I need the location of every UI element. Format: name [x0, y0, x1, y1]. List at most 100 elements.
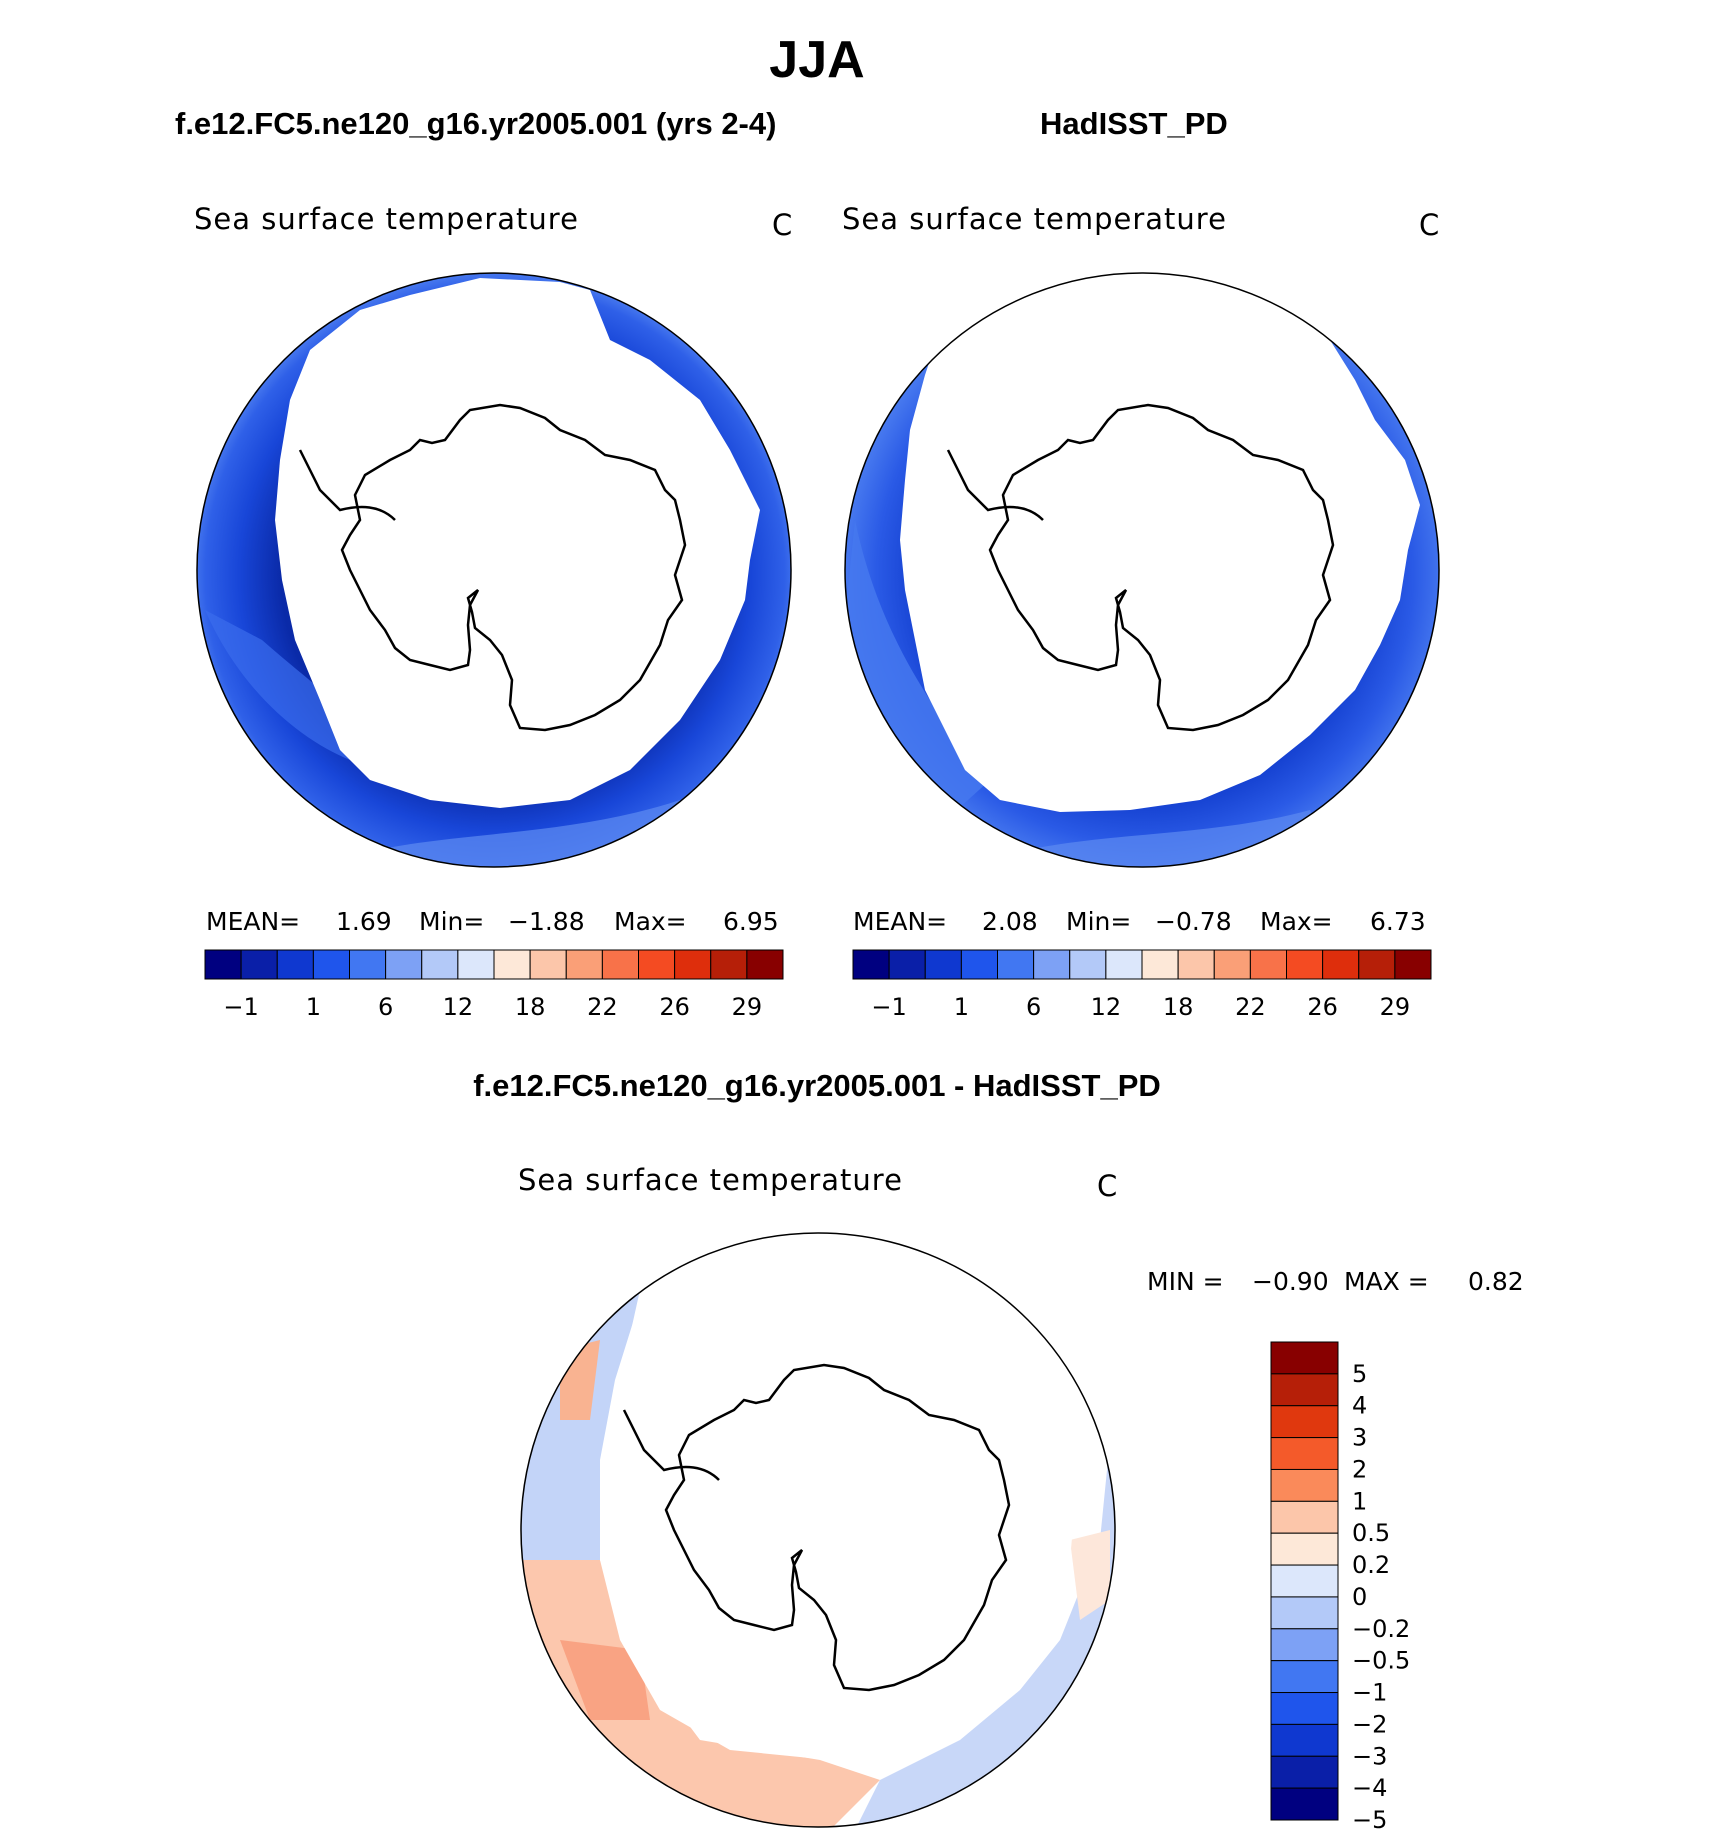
- diff-max-label: MAX =: [1344, 1267, 1429, 1296]
- obs-map: [844, 272, 1440, 868]
- diff-colorbar-tick-label: 0.2: [1352, 1551, 1390, 1579]
- obs-colorbar-swatch: [1358, 949, 1396, 980]
- diff-colorbar-tick-label: −1: [1352, 1679, 1387, 1707]
- diff-colorbar-swatch: [1270, 1532, 1339, 1566]
- model-colorbar-tick-label: 29: [732, 993, 763, 1021]
- diff-colorbar-swatch: [1270, 1660, 1339, 1694]
- diff-colorbar-swatch: [1270, 1468, 1339, 1502]
- obs-colorbar-swatch: [1069, 949, 1107, 980]
- model-max-value: 6.95: [723, 907, 779, 936]
- obs-colorbar-tick-label: −1: [871, 993, 906, 1021]
- model-units: C: [772, 208, 793, 242]
- obs-colorbar-tick-label: 22: [1235, 993, 1266, 1021]
- model-colorbar-swatch: [674, 949, 712, 980]
- diff-colorbar-tick-label: −0.5: [1352, 1647, 1410, 1675]
- model-colorbar-swatch: [421, 949, 459, 980]
- model-colorbar-swatch: [601, 949, 639, 980]
- diff-colorbar-tick-label: −4: [1352, 1774, 1387, 1802]
- diff-colorbar-swatch: [1270, 1564, 1339, 1598]
- obs-case-title: HadISST_PD: [1040, 106, 1228, 141]
- model-colorbar-swatch: [385, 949, 423, 980]
- diff-colorbar-swatch: [1270, 1692, 1339, 1725]
- model-colorbar-tick-label: −1: [223, 993, 258, 1021]
- model-variable-name: Sea surface temperature: [194, 202, 579, 236]
- diff-case-title: f.e12.FC5.ne120_g16.yr2005.001 - HadISST…: [473, 1068, 1161, 1103]
- diff-colorbar-swatch: [1270, 1755, 1339, 1789]
- diff-map-border: [520, 1232, 1116, 1828]
- model-colorbar-swatch: [276, 949, 314, 980]
- model-colorbar-tick-label: 6: [378, 993, 393, 1021]
- obs-colorbar-swatch: [888, 949, 926, 980]
- diff-colorbar-tick-label: 3: [1352, 1424, 1367, 1452]
- obs-colorbar-swatch: [1394, 949, 1432, 980]
- diff-variable-name: Sea surface temperature: [518, 1163, 903, 1197]
- obs-colorbar-tick-label: 12: [1091, 993, 1122, 1021]
- figure-title: JJA: [769, 31, 865, 89]
- model-colorbar-tick-label: 1: [306, 993, 321, 1021]
- model-colorbar: −1 1 6 12 18 22 26 29: [204, 949, 784, 1021]
- model-colorbar-tick-label: 18: [515, 993, 546, 1021]
- diff-colorbar-tick-label: −3: [1352, 1742, 1387, 1770]
- obs-colorbar-tick-label: 6: [1026, 993, 1041, 1021]
- obs-colorbar-swatch: [852, 949, 890, 980]
- model-map-border: [196, 272, 792, 868]
- model-colorbar-swatch: [638, 949, 676, 980]
- model-colorbar-tick-label: 22: [587, 993, 618, 1021]
- diff-colorbar-tick-label: 5: [1352, 1360, 1367, 1388]
- obs-colorbar-swatch: [1177, 949, 1215, 980]
- diff-min-value: −0.90: [1252, 1267, 1329, 1296]
- diff-colorbar-swatch: [1270, 1500, 1339, 1534]
- diff-map: [520, 1232, 1116, 1828]
- model-sea-ice: [275, 278, 760, 808]
- obs-mean-value: 2.08: [982, 907, 1038, 936]
- obs-colorbar-tick-label: 1: [954, 993, 969, 1021]
- diff-colorbar-tick-label: −2: [1352, 1710, 1387, 1738]
- model-colorbar-swatch: [710, 949, 748, 980]
- model-peninsula-outline: [298, 449, 396, 521]
- diff-colorbar-swatch: [1270, 1596, 1339, 1630]
- model-warm-west: [205, 610, 352, 760]
- diff-warm-east-patch: [1070, 1530, 1110, 1620]
- obs-antarctica-outline: [988, 403, 1335, 732]
- obs-min-value: −0.78: [1155, 907, 1232, 936]
- model-colorbar-swatch: [240, 949, 278, 980]
- obs-colorbar-swatch: [1322, 949, 1360, 980]
- model-max-label: Max=: [614, 907, 687, 936]
- diff-colorbar-swatch: [1270, 1373, 1339, 1407]
- model-colorbar-swatch: [565, 949, 603, 980]
- diff-colorbar-tick-label: 0: [1352, 1583, 1367, 1611]
- obs-variable-name: Sea surface temperature: [842, 202, 1227, 236]
- diff-units: C: [1097, 1169, 1118, 1203]
- diff-ice-mask: [600, 1245, 1080, 1760]
- obs-units: C: [1419, 208, 1440, 242]
- diff-colorbar-tick-label: 0.5: [1352, 1519, 1390, 1547]
- diff-warm-core: [560, 1640, 650, 1720]
- model-colorbar-swatch: [349, 949, 387, 980]
- diff-colorbar-swatch: [1270, 1437, 1339, 1470]
- diff-colorbar-swatch: [1270, 1341, 1339, 1375]
- obs-colorbar-swatch: [1033, 949, 1071, 980]
- diff-colorbar-swatch: [1270, 1787, 1339, 1821]
- model-colorbar-swatch: [204, 949, 242, 980]
- model-min-value: −1.88: [508, 907, 585, 936]
- diff-colorbar-tick-label: −5: [1352, 1806, 1387, 1834]
- diff-colorbar-swatch: [1270, 1405, 1339, 1439]
- obs-max-value: 6.73: [1370, 907, 1426, 936]
- diff-colorbar-swatch: [1270, 1628, 1339, 1662]
- obs-mean-label: MEAN=: [853, 907, 948, 936]
- diff-colorbar-tick-label: 1: [1352, 1487, 1367, 1515]
- model-min-label: Min=: [419, 907, 485, 936]
- obs-max-label: Max=: [1260, 907, 1333, 936]
- model-colorbar-swatch: [312, 949, 350, 980]
- model-colorbar-tick-label: 26: [659, 993, 690, 1021]
- diff-peninsula-outline: [622, 1409, 720, 1481]
- diff-colorbar-swatch: [1270, 1723, 1339, 1757]
- obs-colorbar-tick-label: 26: [1307, 993, 1338, 1021]
- model-antarctica-outline: [340, 403, 687, 732]
- obs-map-border: [844, 272, 1440, 868]
- diff-colorbar-tick-label: 4: [1352, 1392, 1367, 1420]
- diff-min-label: MIN =: [1147, 1267, 1224, 1296]
- diff-cool-east: [850, 1260, 1115, 1827]
